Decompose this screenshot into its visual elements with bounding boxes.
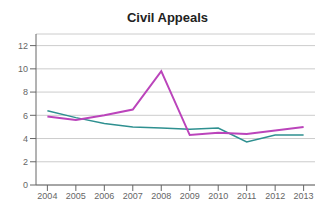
svg-text:0: 0 [23,180,28,190]
svg-text:2007: 2007 [123,191,143,201]
svg-text:2004: 2004 [37,191,57,201]
html-text:Civil Appeals: Civil Appeals [126,10,209,25]
svg-text:2005: 2005 [66,191,86,201]
svg-text:10: 10 [18,64,28,74]
svg-text:2010: 2010 [208,191,228,201]
svg-text:6: 6 [23,111,28,121]
svg-text:2012: 2012 [265,191,285,201]
svg-text:2009: 2009 [180,191,200,201]
svg-text:2008: 2008 [151,191,171,201]
svg-text:8: 8 [23,87,28,97]
svg-text:2013: 2013 [294,191,314,201]
svg-text:2006: 2006 [94,191,114,201]
svg-text:12: 12 [18,41,28,51]
svg-text:2011: 2011 [237,191,256,201]
svg-text:4: 4 [23,134,28,144]
svg-text:2: 2 [23,157,28,167]
